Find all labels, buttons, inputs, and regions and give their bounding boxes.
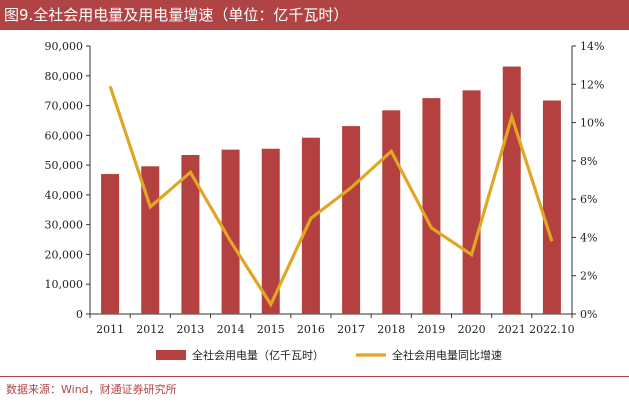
x-tick-label: 2016 (297, 323, 325, 336)
x-tick-label: 2013 (176, 323, 204, 336)
y-left-tick-label: 20,000 (45, 248, 84, 261)
divider (0, 376, 629, 377)
y-right-tick-label: 8% (580, 155, 597, 168)
bar (221, 149, 240, 314)
bar (181, 154, 200, 314)
legend-line-label: 全社会用电量同比增速 (392, 348, 502, 362)
source-note: 数据来源：Wind，财通证券研究所 (6, 383, 177, 396)
bar (382, 110, 401, 314)
y-left-tick-label: 70,000 (45, 100, 84, 113)
y-right-tick-label: 6% (580, 193, 597, 206)
y-left-tick-label: 10,000 (45, 278, 84, 291)
combo-chart: 0 10,000 20,000 30,000 40,000 50,000 60,000 70,… (45, 40, 605, 362)
y-right-tick-label: 2% (580, 270, 597, 283)
x-tick-label: 2021 (498, 323, 526, 336)
y-left-tick-label: 90,000 (45, 40, 84, 53)
y-left-tick-label: 40,000 (45, 189, 84, 202)
y-left-tick-label: 30,000 (45, 219, 84, 232)
x-tick-label: 2020 (458, 323, 486, 336)
bar (462, 90, 481, 314)
x-tick-label: 2014 (217, 323, 245, 336)
legend-bar-swatch (156, 350, 186, 360)
y-right-tick-label: 14% (580, 40, 604, 53)
x-tick-label: 2018 (377, 323, 405, 336)
y-left-tick-label: 60,000 (45, 129, 84, 142)
legend-bar-label: 全社会用电量（亿千瓦时） (192, 348, 324, 362)
chart-title: 图9.全社会用电量及用电量增速（单位：亿千瓦时） (4, 6, 349, 24)
x-tick-label: 2022.10 (529, 323, 575, 336)
growth-line (108, 85, 554, 308)
bar (301, 137, 320, 314)
x-tick-label: 2011 (96, 323, 124, 336)
x-tick-label: 2019 (417, 323, 445, 336)
x-tick-label: 2017 (337, 323, 365, 336)
bar (261, 148, 280, 314)
bar (422, 98, 441, 314)
y-left-tick-label: 0 (76, 308, 83, 321)
y-right-tick-label: 4% (580, 231, 597, 244)
x-tick-label: 2012 (136, 323, 164, 336)
y-left-tick-label: 80,000 (45, 70, 84, 83)
bar (542, 100, 561, 314)
y-right-tick-label: 12% (580, 78, 604, 91)
y-left-tick-label: 50,000 (45, 159, 84, 172)
bar (101, 174, 120, 314)
y-right-tick-label: 0% (580, 308, 597, 321)
bar-series (101, 66, 561, 314)
line-series (108, 85, 554, 308)
bar (342, 126, 361, 314)
x-tick-label: 2015 (257, 323, 285, 336)
y-right-tick-label: 10% (580, 117, 604, 130)
axes: 0 10,000 20,000 30,000 40,000 50,000 60,000 70,… (45, 40, 605, 336)
title-bar: 图9.全社会用电量及用电量增速（单位：亿千瓦时） (0, 0, 629, 30)
legend: 全社会用电量（亿千瓦时） 全社会用电量同比增速 (156, 348, 502, 362)
bar (502, 66, 521, 314)
